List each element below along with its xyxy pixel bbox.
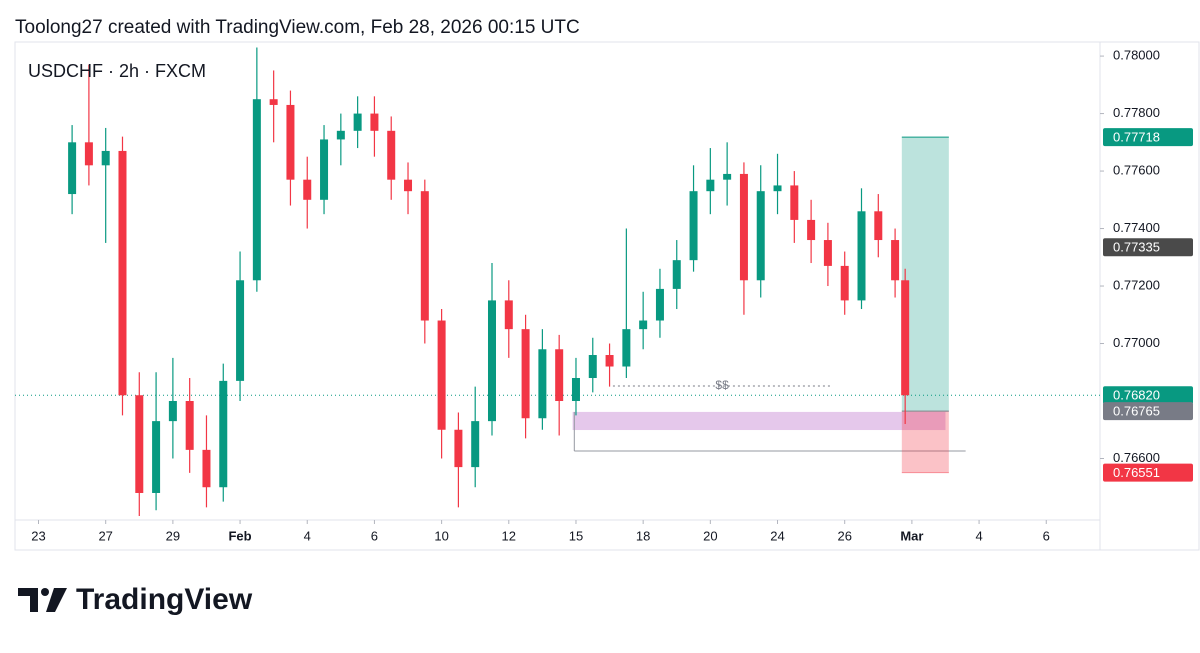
candle-body: [387, 130, 396, 180]
candle-body: [303, 179, 312, 200]
stop-area: [901, 411, 949, 473]
candle-body: [202, 449, 211, 488]
price-tag: [1103, 463, 1193, 482]
candle-body: [874, 211, 883, 241]
logo-dot: [41, 588, 49, 596]
candle-body: [135, 395, 144, 493]
demand-zone: [572, 411, 946, 431]
candle-body: [521, 329, 530, 419]
header: Toolong27 created with TradingView.com, …: [15, 17, 580, 38]
candle-body: [823, 240, 832, 266]
candle-body: [84, 142, 93, 166]
candle-body: [773, 185, 782, 192]
candle-body: [219, 380, 228, 488]
candle-body: [185, 401, 194, 450]
candle-body: [605, 355, 614, 367]
candle-body: [588, 355, 597, 379]
candle-body: [739, 173, 748, 281]
y-tick-label: 0.77800: [1113, 105, 1160, 120]
candle-body: [286, 104, 295, 180]
candle-body: [655, 288, 664, 321]
candle-body: [504, 300, 513, 330]
candle-body: [723, 173, 732, 180]
candle-body: [857, 211, 866, 301]
candle-body: [101, 150, 110, 166]
candle-body: [706, 179, 715, 192]
candle-body: [353, 113, 362, 131]
chart-title: USDCHF · 2h · FXCM: [28, 61, 206, 81]
candle-body: [571, 378, 580, 402]
candle-body: [756, 191, 765, 281]
candle-body: [622, 329, 631, 367]
price-tag: [1103, 386, 1193, 405]
candle-body: [336, 130, 345, 140]
logo-mark: [46, 588, 67, 612]
x-tick-label: 18: [636, 528, 650, 543]
candle-body: [236, 280, 245, 381]
candle-body: [790, 185, 799, 220]
candle-body: [68, 142, 77, 195]
x-tick-label: 4: [975, 528, 982, 543]
liquidity-label: $$: [715, 378, 729, 392]
x-tick-label: 20: [703, 528, 717, 543]
candle-body: [891, 240, 900, 281]
logo-mark: [18, 588, 38, 612]
y-tick-label: 0.76600: [1113, 450, 1160, 465]
candle-body: [152, 421, 161, 493]
x-tick-label: 6: [1043, 528, 1050, 543]
x-tick-label: 15: [569, 528, 583, 543]
candle-body: [689, 191, 698, 261]
candle-body: [471, 421, 480, 468]
x-tick-label: 6: [371, 528, 378, 543]
x-tick-label: 10: [434, 528, 448, 543]
candle-body: [454, 429, 463, 468]
price-tag-label: 0.76765: [1113, 404, 1160, 419]
x-tick-label: Mar: [900, 528, 923, 543]
brand-name: TradingView: [76, 583, 253, 616]
price-tag: [1103, 402, 1193, 421]
x-tick-label: 27: [98, 528, 112, 543]
y-tick-label: 0.78000: [1113, 48, 1160, 63]
plot: 0.78000 0.77800 0.77600 0.77400 0.77200 0.770…: [15, 47, 1193, 543]
price-tag: [1103, 128, 1193, 147]
candle-body: [269, 99, 278, 105]
price-tag-label: 0.77718: [1113, 130, 1160, 145]
chart-frame: [14, 41, 1200, 551]
x-tick-label: 12: [502, 528, 516, 543]
price-tag-label: 0.77335: [1113, 240, 1160, 255]
y-tick-label: 0.77600: [1113, 162, 1160, 177]
brand-logo: TradingView: [18, 583, 253, 616]
target-area: [901, 137, 949, 412]
candle-body: [901, 280, 910, 396]
candle-body: [370, 113, 379, 131]
candle-body: [672, 260, 681, 289]
price-tag: [1103, 238, 1193, 257]
price-tag-label: 0.76551: [1113, 465, 1160, 480]
candle-body: [404, 179, 413, 192]
x-tick-label: Feb: [228, 528, 251, 543]
candle-body: [252, 99, 261, 281]
candle-body: [420, 191, 429, 321]
x-tick-label: 24: [770, 528, 784, 543]
candle-body: [118, 150, 127, 396]
candle-body: [320, 139, 329, 200]
x-tick-label: 26: [837, 528, 851, 543]
y-tick-label: 0.77200: [1113, 277, 1160, 292]
candle-body: [840, 265, 849, 301]
candle-body: [639, 320, 648, 330]
y-tick-label: 0.77400: [1113, 220, 1160, 235]
price-tag-label: 0.76820: [1113, 388, 1160, 403]
x-tick-label: 23: [31, 528, 45, 543]
x-tick-label: 29: [166, 528, 180, 543]
candle-body: [807, 219, 816, 241]
y-tick-label: 0.77000: [1113, 335, 1160, 350]
x-tick-label: 4: [304, 528, 311, 543]
candle-body: [437, 320, 446, 430]
candle-body: [487, 300, 496, 422]
candle-body: [168, 401, 177, 422]
candle-body: [555, 349, 564, 402]
candle-body: [538, 349, 547, 419]
